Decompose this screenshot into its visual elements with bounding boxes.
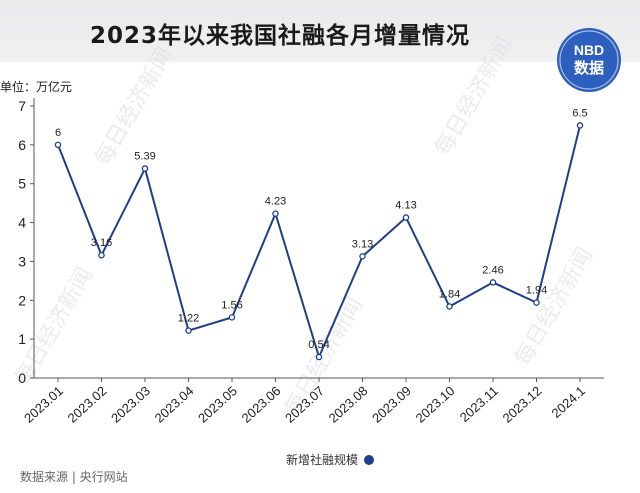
source-note: 数据来源 | 央行网站 [20, 470, 128, 484]
data-label: 5.39 [134, 151, 155, 163]
data-point [54, 141, 62, 149]
watermark-text: 每日经济新闻 [511, 243, 599, 370]
y-tick-label: 0 [18, 370, 26, 386]
data-label: 4.23 [265, 196, 286, 208]
unit-label: 单位：万亿元 [0, 80, 73, 94]
y-tick-label: 3 [18, 253, 26, 269]
x-tick-label: 2023.03 [108, 383, 153, 426]
legend-marker-icon [364, 454, 375, 465]
data-point [228, 314, 236, 321]
data-point [359, 253, 366, 260]
y-tick-label: 1 [18, 331, 26, 347]
x-tick-label: 2024.1 [548, 383, 588, 421]
data-point [315, 353, 323, 361]
title-band [0, 0, 640, 62]
data-point [402, 214, 410, 221]
data-label: 2.46 [482, 264, 503, 276]
logo-top-text: NBD [574, 42, 604, 58]
legend: 新增社融规模 [286, 451, 375, 468]
data-label: 1.84 [439, 289, 460, 301]
data-label: 6 [55, 127, 61, 139]
logo-bottom-text: 数据 [574, 59, 604, 77]
x-tick-label: 2023.02 [65, 383, 110, 426]
data-label: 6.5 [572, 107, 587, 119]
data-label: 4.13 [395, 200, 416, 212]
data-point [98, 251, 105, 259]
data-point [141, 165, 149, 172]
data-label: 1.94 [526, 285, 547, 297]
data-point [533, 299, 540, 306]
y-axis: 0 1 2 3 4 5 6 7 [18, 98, 35, 386]
x-tick-label: 2023.10 [413, 383, 458, 426]
y-tick-label: 7 [18, 98, 26, 114]
nbd-logo: NBD 数据 [557, 28, 621, 92]
x-tick-label: 2023.11 [457, 383, 501, 425]
legend-label: 新增社融规模 [286, 453, 359, 467]
x-tick-label: 2023.12 [500, 383, 545, 426]
x-tick-label: 2023.08 [326, 383, 371, 426]
data-point [489, 279, 497, 286]
data-point [446, 303, 453, 310]
y-tick-label: 5 [18, 176, 26, 192]
x-tick-label: 2023.04 [152, 383, 197, 426]
data-point [576, 122, 584, 129]
x-tick-label: 2023.09 [369, 383, 414, 426]
x-tick-label: 2023.01 [21, 383, 66, 426]
y-tick-label: 4 [18, 215, 26, 231]
data-label: 3.13 [352, 238, 373, 250]
watermark-text: 每日经济新闻 [431, 33, 519, 160]
data-label: 1.56 [221, 299, 242, 311]
data-point [272, 210, 279, 217]
y-tick-label: 6 [18, 137, 26, 153]
x-tick-label: 2023.06 [239, 383, 284, 426]
chart-title: 2023年以来我国社融各月增量情况 [89, 23, 470, 49]
data-label: 1.22 [178, 313, 199, 325]
data-point [185, 327, 192, 334]
series-group: 6 3.16 5.39 1.22 1.56 4.23 0.54 3.13 4.13 1.84 2.4… [54, 107, 588, 361]
data-label: 0.54 [308, 339, 329, 351]
data-label: 3.16 [91, 237, 112, 249]
x-tick-label: 2023.05 [195, 383, 240, 426]
y-tick-label: 2 [18, 292, 26, 308]
